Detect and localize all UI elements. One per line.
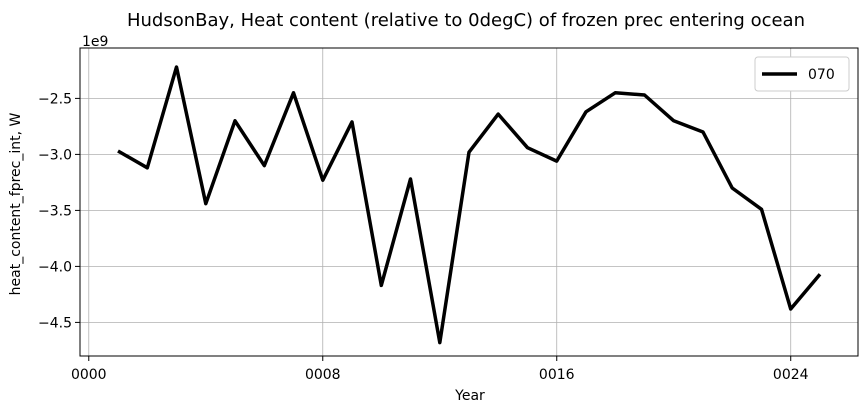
y-tick-label: −3.5: [38, 203, 72, 219]
y-axis-label: heat_content_fprec_int, W: [8, 112, 24, 295]
y-tick-label: −4.0: [38, 259, 72, 275]
x-axis-label: Year: [454, 388, 485, 404]
y-tick-label: −4.5: [38, 315, 72, 331]
series-layer: [117, 65, 822, 345]
series-line: [117, 65, 822, 345]
legend-label: 070: [808, 67, 835, 83]
legend-box: [754, 56, 850, 92]
x-tick-label: 0008: [305, 367, 341, 383]
grid: [80, 48, 858, 356]
x-tick-label: 0016: [539, 367, 575, 383]
y-offset-label: 1e9: [82, 34, 108, 50]
ticks: 0000 0008 0016 0024 −2.5 −3.0 −3.5 −4.0 −4.5: [38, 91, 809, 383]
plot-frame: [79, 47, 859, 357]
chart-title: HudsonBay, Heat content (relative to 0de…: [127, 10, 805, 31]
legend: 070: [754, 56, 850, 92]
y-tick-label: −2.5: [38, 91, 72, 107]
x-tick-label: 0000: [71, 367, 107, 383]
y-tick-label: −3.0: [38, 147, 72, 163]
x-tick-label: 0024: [773, 367, 809, 383]
